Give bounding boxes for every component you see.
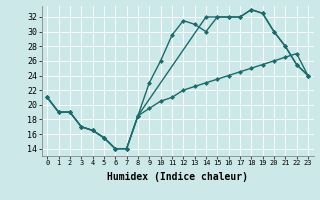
X-axis label: Humidex (Indice chaleur): Humidex (Indice chaleur) [107,172,248,182]
